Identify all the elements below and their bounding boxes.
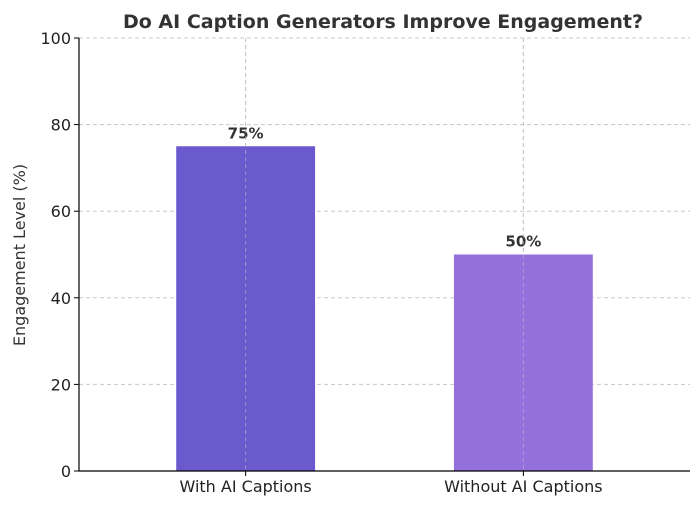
y-tick-label: 100 [40,29,71,48]
chart-title: Do AI Caption Generators Improve Engagem… [123,11,643,33]
bars [176,146,593,471]
x-tick-label: With AI Captions [179,477,311,496]
y-tick-label: 0 [61,462,71,481]
y-tick-label: 80 [51,116,71,135]
y-tick-label: 20 [51,375,71,394]
y-axis-label: Engagement Level (%) [10,164,29,346]
x-tick-label: Without AI Captions [444,477,602,496]
grid-lines [79,37,690,471]
y-tick-label: 60 [51,202,71,221]
y-tick-label: 40 [51,289,71,308]
axes [74,37,690,476]
bar-value-label: 75% [228,124,264,142]
